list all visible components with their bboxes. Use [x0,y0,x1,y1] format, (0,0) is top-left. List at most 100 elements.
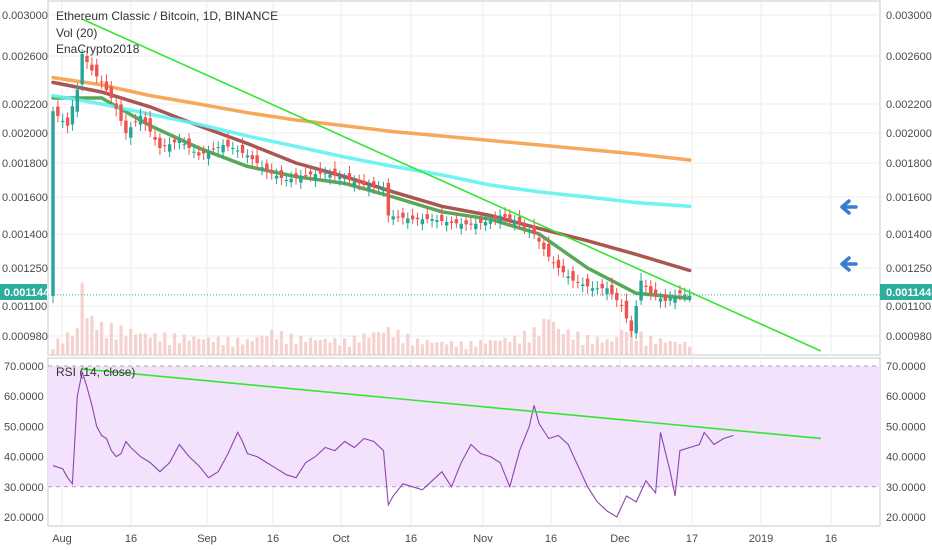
candle-body [211,148,216,150]
candle-body [153,137,157,140]
price-ytick-right: 0.001400 [886,229,932,241]
volume-bar [566,329,570,355]
left-arrow-icon [840,199,858,215]
volume-bar [571,339,575,355]
volume-bar [172,333,177,355]
volume-bar [488,340,492,355]
x-tick-label: Aug [52,533,72,545]
x-tick-label: 2019 [749,533,773,545]
volume-bar [586,334,590,355]
candle-body [56,106,60,117]
candle-body [65,117,70,126]
volume-bar [551,322,556,355]
candle-body [318,169,322,174]
volume-bar [289,333,293,355]
candle-body [615,292,619,301]
volume-bar [513,335,517,355]
candle-body [590,288,595,291]
volume-bar [313,340,318,355]
volume-bar [688,346,692,355]
volume-bar [581,344,585,355]
volume-bar [240,344,245,355]
x-tick-label: Sep [197,533,217,545]
rsi-ytick-left: 50.0000 [4,421,44,433]
candle-body [95,64,99,77]
volume-bar [367,337,371,355]
candle-body [367,185,371,191]
volume-bar [158,341,162,355]
author-label: EnaCrypto2018 [56,42,140,56]
price-ytick-left: 0.001400 [2,229,48,241]
rsi-line [52,369,734,518]
volume-bar [615,336,619,355]
candle-body [517,216,522,225]
candle-body [653,289,658,296]
volume-bar [649,335,653,355]
volume-bar [474,346,478,355]
volume-bar [610,341,614,355]
price-ytick-right: 0.001250 [886,263,932,275]
rsi-ytick-left: 60.0000 [4,391,44,403]
rsi-label: RSI (14, close) [56,365,135,379]
candle-body [129,127,133,138]
rsi-ytick-left: 20.0000 [4,512,44,524]
candle-body [235,150,240,152]
rsi-ytick-right: 20.0000 [886,512,926,524]
candle-body [104,81,109,91]
candle-body [284,180,288,181]
volume-bar [673,341,677,355]
rsi-ytick-left: 30.0000 [4,482,44,494]
candle-body [260,167,264,170]
volume-bar [654,343,658,355]
volume-bar [153,333,157,355]
candle-body [313,174,318,181]
sma-line [51,75,692,162]
candle-body [415,217,420,220]
candle-body [391,216,395,220]
candle-body [425,214,429,220]
candle-body [75,89,79,112]
volume-bar [362,333,366,355]
volume-bar [202,339,206,355]
volume-bar [386,326,390,355]
axes: 0.003000 0.003000 0.002600 0.002600 0.002200… [2,10,932,545]
volume-bar [138,333,143,355]
candle-body [683,294,687,297]
candle-body [342,178,347,180]
volume-bar [148,337,152,355]
volume-bar [90,315,94,355]
volume-bar [459,341,463,355]
volume-bar [216,336,220,355]
candle-body [474,223,478,230]
volume-bar [561,333,565,355]
candle-body [289,178,293,183]
vol-indicator-label: Vol (20) [56,26,97,40]
volume-bar [464,349,468,355]
volume-bar [406,333,410,355]
volume-bar [537,336,541,355]
price-ytick-right: 0.001100 [886,301,931,313]
candle-body [498,215,502,224]
candle-body [410,215,415,220]
volume-bar [547,319,551,355]
volume-bar [260,335,264,355]
candle-body [158,137,162,148]
candle-body [440,214,444,222]
rsi-ytick-right: 70.0000 [886,361,926,373]
rsi-ytick-right: 40.0000 [886,452,926,464]
rsi-band [48,366,880,487]
x-tick-label: Nov [473,533,493,545]
candle-body [547,243,551,257]
volume-bar [508,342,512,355]
candle-body [265,163,269,172]
price-ytick-right: 0.001800 [886,158,932,170]
candle-body [629,320,634,331]
volume-bar [343,338,347,355]
volume-bar [357,342,361,355]
price-ytick-left: 0.002000 [2,128,48,140]
volume-bar [425,340,429,355]
candle-body [513,221,517,225]
volume-bar [100,322,104,355]
left-arrow-icon [840,256,858,272]
